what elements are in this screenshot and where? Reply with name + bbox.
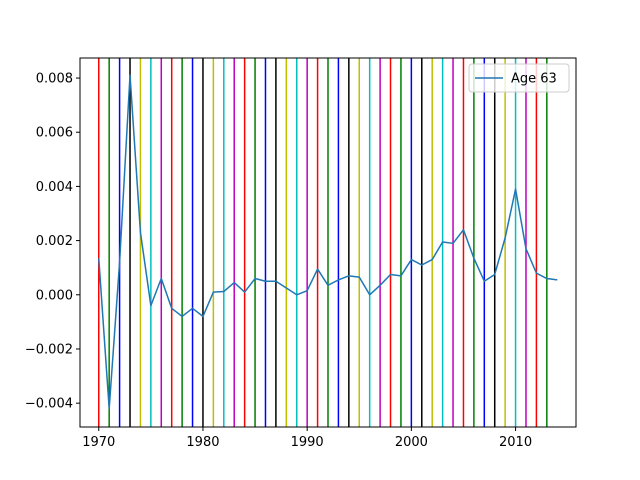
y-axis: −0.004 −0.002 0.000 0.002 0.004 0.006 0.008: [25, 72, 80, 412]
x-axis: 1970 1980 1990 2000 2010: [82, 427, 532, 450]
y-tick-label: 0.006: [36, 126, 73, 141]
x-tick-label: 2000: [395, 435, 428, 450]
legend-label: Age 63: [511, 72, 557, 87]
series-line-0: [98, 74, 558, 410]
series-layer: [98, 74, 558, 410]
legend: Age 63: [468, 63, 570, 93]
y-tick-label: 0.004: [36, 180, 73, 195]
vertical-lines-group: [98, 58, 548, 427]
y-tick-label: 0.008: [36, 72, 73, 87]
plot-frame: [79, 57, 577, 428]
x-tick-label: 1980: [186, 435, 219, 450]
x-tick-label: 1990: [291, 435, 324, 450]
legend-box: [468, 63, 570, 93]
y-tick-label: −0.002: [25, 342, 73, 357]
x-tick-label: 2010: [499, 435, 532, 450]
y-tick-label: 0.002: [36, 234, 73, 249]
y-tick-label: −0.004: [25, 397, 73, 412]
x-tick-label: 1970: [82, 435, 115, 450]
y-tick-label: 0.000: [36, 288, 73, 303]
